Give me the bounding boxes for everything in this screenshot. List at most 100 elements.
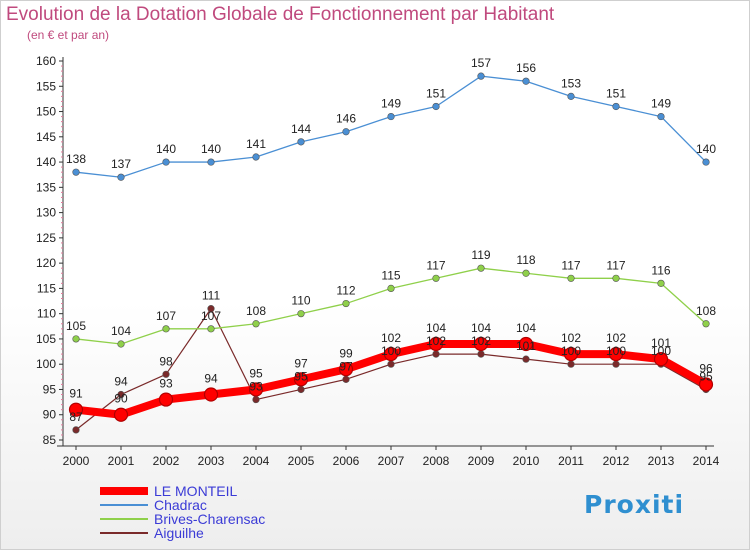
data-point (653, 352, 669, 367)
data-point (698, 377, 714, 392)
data-point (477, 264, 485, 272)
data-point (162, 325, 170, 333)
y-tick-label: 115 (37, 281, 56, 295)
series-le-monteil (68, 336, 714, 422)
data-label: 100 (606, 344, 626, 358)
data-label: 97 (339, 359, 353, 373)
data-point (342, 375, 350, 383)
data-label: 108 (696, 304, 716, 318)
data-label: 153 (561, 76, 581, 90)
data-point (117, 173, 125, 181)
data-point (117, 390, 125, 399)
y-tick-label: 140 (36, 155, 56, 169)
data-point (113, 407, 129, 422)
x-tick-label: 2007 (378, 454, 405, 468)
data-label: 104 (471, 321, 491, 335)
x-tick-label: 2009 (468, 454, 495, 468)
data-point (248, 382, 264, 397)
y-tick-label: 105 (36, 332, 56, 346)
data-point (338, 362, 354, 377)
y-tick-label: 130 (36, 206, 56, 220)
series-line (75, 308, 707, 431)
data-point (297, 138, 305, 146)
data-label: 149 (381, 97, 401, 111)
data-point (293, 372, 309, 387)
x-tick-label: 2006 (333, 454, 360, 468)
data-point (567, 274, 575, 282)
data-label: 102 (381, 331, 401, 345)
y-tick-label: 120 (36, 256, 56, 270)
data-point (297, 310, 305, 318)
data-label: 157 (471, 56, 491, 70)
legend-label: Aiguilhe (154, 525, 204, 541)
data-point (432, 350, 440, 358)
data-label: 104 (516, 321, 536, 335)
data-point (252, 395, 260, 404)
data-label: 140 (156, 142, 176, 156)
legend-swatch-aiguilhe (100, 532, 148, 534)
data-label: 94 (204, 372, 218, 386)
y-tick-label: 160 (36, 54, 56, 68)
data-label: 100 (651, 344, 671, 358)
data-point (477, 72, 485, 80)
series-aiguilhe (72, 305, 710, 434)
y-tick-label: 150 (36, 105, 56, 119)
y-tick-label: 145 (36, 130, 56, 144)
y-tick-label: 100 (36, 357, 56, 371)
x-tick-label: 2005 (288, 454, 315, 468)
data-point (522, 77, 530, 85)
data-label: 101 (516, 339, 536, 353)
data-label: 99 (339, 346, 353, 360)
proxiti-logo: Proxiti (584, 490, 685, 519)
data-label: 98 (159, 354, 173, 368)
data-label: 115 (381, 268, 400, 282)
y-tick-label: 155 (36, 79, 56, 93)
data-label: 116 (651, 263, 670, 277)
data-point (563, 346, 579, 362)
data-point (567, 92, 575, 100)
data-point (432, 274, 440, 282)
data-label: 117 (606, 258, 625, 272)
data-label: 140 (201, 142, 221, 156)
data-label: 117 (561, 258, 580, 272)
legend-swatch-brives-charensac (100, 518, 148, 520)
data-label: 95 (699, 369, 713, 383)
data-label: 102 (426, 334, 446, 348)
x-tick-label: 2010 (513, 454, 540, 468)
data-label: 105 (66, 319, 86, 333)
data-point (522, 355, 530, 363)
data-label: 93 (249, 380, 263, 394)
data-point (657, 279, 665, 287)
chart-subtitle: (en € et par an) (27, 28, 110, 42)
data-point (608, 346, 624, 362)
data-label: 110 (291, 294, 310, 308)
data-label: 118 (516, 253, 535, 267)
data-label: 138 (66, 152, 86, 166)
data-label: 137 (111, 157, 131, 171)
data-label: 100 (561, 344, 581, 358)
data-point (252, 153, 260, 161)
data-point (117, 340, 125, 348)
y-tick-label: 85 (43, 433, 57, 447)
series-chadrac (72, 72, 710, 181)
data-point (297, 385, 305, 394)
data-point (342, 128, 350, 136)
x-tick-label: 2001 (108, 454, 135, 468)
data-label: 111 (202, 289, 221, 303)
data-label: 91 (69, 387, 83, 401)
data-label: 119 (471, 248, 490, 262)
x-tick-label: 2012 (603, 454, 630, 468)
legend-swatch-chadrac (100, 504, 148, 506)
data-point (477, 350, 485, 358)
data-label: 97 (294, 356, 308, 370)
data-label: 104 (426, 321, 446, 335)
data-point (207, 305, 215, 313)
data-label: 151 (426, 86, 446, 100)
data-label: 112 (336, 284, 355, 298)
data-point (612, 274, 620, 282)
data-label: 107 (201, 309, 221, 323)
data-label: 141 (246, 137, 266, 151)
data-label: 87 (69, 410, 83, 424)
data-label: 95 (294, 369, 308, 383)
